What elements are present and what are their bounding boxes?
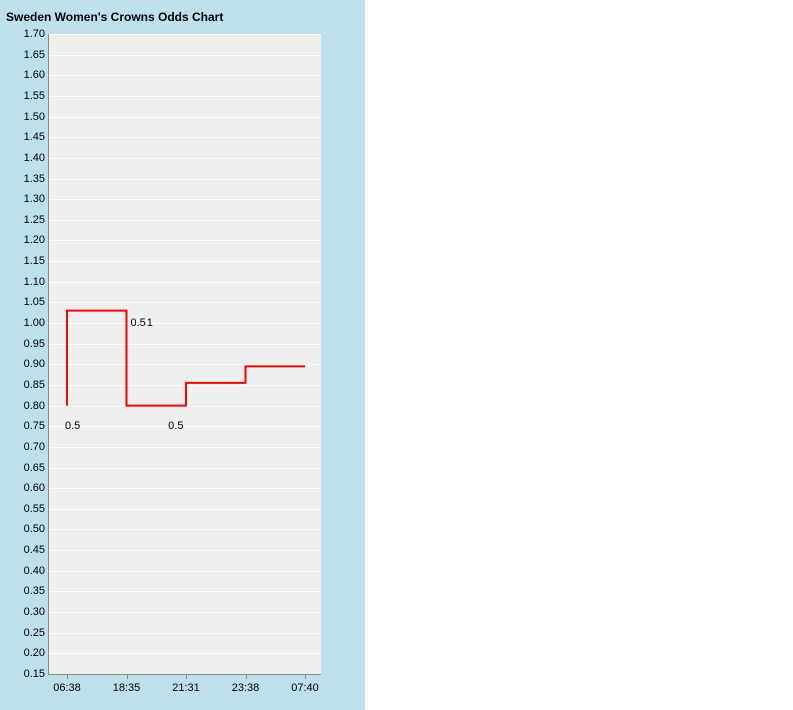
y-axis-label: 0.40 xyxy=(17,565,45,577)
y-axis-label: 1.70 xyxy=(17,28,45,40)
y-axis-label: 1.00 xyxy=(17,317,45,329)
data-point-label-fragment: 1 xyxy=(147,317,153,329)
y-axis-label: 1.40 xyxy=(17,152,45,164)
y-axis-label: 0.45 xyxy=(17,544,45,556)
x-axis-label: 07:40 xyxy=(291,682,319,694)
y-axis-label: 0.25 xyxy=(17,627,45,639)
y-axis-label: 1.25 xyxy=(17,214,45,226)
y-axis-label: 0.85 xyxy=(17,379,45,391)
x-axis-label: 18:35 xyxy=(113,682,141,694)
chart-container: Sweden Women's Crowns Odds Chart 1.701.6… xyxy=(0,0,365,710)
y-axis-label: 1.05 xyxy=(17,296,45,308)
y-axis-label: 1.15 xyxy=(17,255,45,267)
y-axis-label: 1.30 xyxy=(17,193,45,205)
y-axis-label: 0.35 xyxy=(17,585,45,597)
y-axis-label: 0.60 xyxy=(17,482,45,494)
y-axis-label: 1.10 xyxy=(17,276,45,288)
y-axis-label: 0.30 xyxy=(17,606,45,618)
data-point-label: 0.51 xyxy=(131,317,153,329)
y-axis-label: 0.55 xyxy=(17,503,45,515)
y-axis-label: 0.90 xyxy=(17,358,45,370)
plot-area: 1.701.651.601.551.501.451.401.351.301.25… xyxy=(48,34,321,675)
x-axis-tick xyxy=(246,674,247,679)
y-axis-label: 1.60 xyxy=(17,69,45,81)
x-axis-tick xyxy=(305,674,306,679)
chart-title: Sweden Women's Crowns Odds Chart xyxy=(0,0,365,26)
y-axis-label: 0.80 xyxy=(17,400,45,412)
y-axis-label: 1.35 xyxy=(17,173,45,185)
x-axis-tick xyxy=(127,674,128,679)
y-axis-label: 0.50 xyxy=(17,523,45,535)
y-axis-label: 1.65 xyxy=(17,49,45,61)
x-axis-label: 21:31 xyxy=(172,682,200,694)
y-axis-label: 1.45 xyxy=(17,131,45,143)
y-axis-label: 0.15 xyxy=(17,668,45,680)
x-axis-tick xyxy=(67,674,68,679)
y-axis-label: 0.95 xyxy=(17,338,45,350)
series-line xyxy=(67,311,305,406)
y-axis-label: 0.70 xyxy=(17,441,45,453)
plot-wrap: 1.701.651.601.551.501.451.401.351.301.25… xyxy=(10,34,365,675)
x-axis-label: 23:38 xyxy=(232,682,260,694)
data-point-label: 0.5 xyxy=(65,420,80,432)
data-point-label: 0.5 xyxy=(168,420,183,432)
y-axis-label: 0.75 xyxy=(17,420,45,432)
y-axis-label: 0.20 xyxy=(17,647,45,659)
x-axis-tick xyxy=(186,674,187,679)
y-axis-label: 1.50 xyxy=(17,111,45,123)
x-axis-label: 06:38 xyxy=(53,682,81,694)
y-axis-label: 1.55 xyxy=(17,90,45,102)
y-axis-label: 1.20 xyxy=(17,234,45,246)
series-svg xyxy=(49,34,321,674)
y-axis-label: 0.65 xyxy=(17,462,45,474)
